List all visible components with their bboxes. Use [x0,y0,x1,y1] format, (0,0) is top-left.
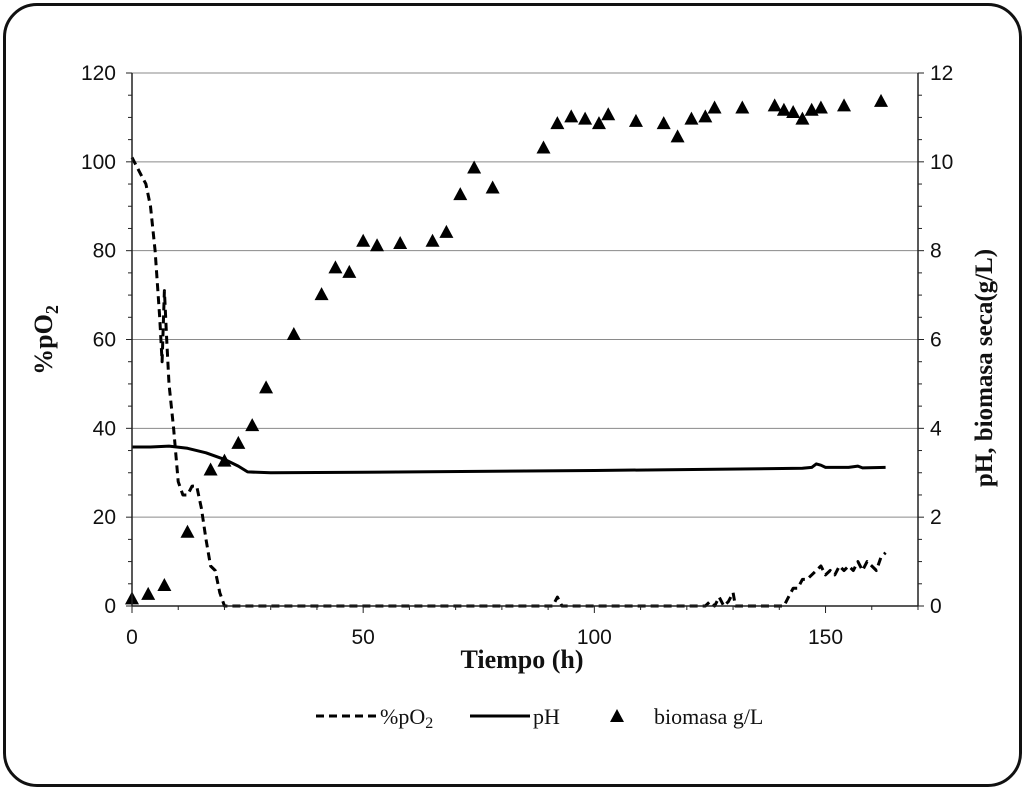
biomasa-point [670,129,685,143]
y-right-tick-label: 0 [930,595,942,618]
biomasa-point [356,233,371,247]
y-left-tick-label: 100 [81,151,116,174]
biomasa-point [328,260,343,274]
biomasa-point [245,418,260,432]
biomasa-point [467,160,482,174]
y-right-tick-label: 6 [930,329,942,352]
x-tick-label: 100 [577,626,612,649]
biomasa-point [698,109,713,123]
biomasa-point [735,100,750,114]
y-axis-left-title-main: %pO [29,314,58,375]
biomasa-point [813,100,828,114]
axes [126,72,924,613]
y-left-tick-label: 40 [93,417,116,440]
x-tick-label: 150 [808,626,843,649]
biomasa-point [453,187,468,201]
legend: %pO2 pH biomasa g/L [316,704,763,732]
x-axis-title: Tiempo (h) [460,645,583,674]
biomasa-point [439,224,454,238]
biomasa-point [259,380,274,394]
y-right-tick-label: 2 [930,506,942,529]
biomasa-point [564,109,579,123]
series-biomasa [125,93,889,605]
biomasa-point [578,111,593,125]
x-tick-label: 50 [351,626,374,649]
biomasa-point [684,111,699,125]
biomasa-point [601,107,616,121]
gridlines [132,72,918,518]
biomasa-point [767,98,782,112]
series-po2-line [130,156,887,608]
biomasa-point [874,93,889,107]
biomasa-point [656,116,671,130]
biomasa-point [141,586,156,600]
y-axis-left-title-sub: 2 [42,305,62,314]
y-left-tick-label: 60 [93,329,116,352]
biomasa-point [425,233,440,247]
series-layer [125,93,889,608]
biomasa-point [157,578,172,592]
legend-biomasa-label: biomasa g/L [654,704,763,729]
biomasa-point [837,98,852,112]
biomasa-point [231,435,246,449]
legend-biomasa-marker [610,709,624,722]
legend-ph-label: pH [533,704,560,729]
y-axis-left-title: %pO2 [29,305,62,375]
biomasa-point [203,462,218,476]
biomasa-point [393,236,408,250]
biomasa-point [485,180,500,194]
biomasa-point [180,524,195,538]
x-tick-label: 0 [126,626,138,649]
biomasa-point [707,100,722,114]
biomasa-point [370,238,385,252]
biomasa-point [286,327,301,341]
biomasa-point [536,140,551,154]
figure-frame [3,3,1022,787]
biomasa-point [550,116,565,130]
biomasa-point [314,287,329,301]
biomasa-point [628,113,643,127]
y-right-tick-label: 8 [930,240,942,263]
y-right-tick-label: 12 [930,62,953,85]
y-left-tick-label: 0 [104,595,116,618]
y-left-tick-label: 20 [93,506,116,529]
y-right-tick-label: 10 [930,151,953,174]
y-axis-right-title: pH, biomasa seca(g/L) [971,249,998,487]
y-left-tick-label: 120 [81,62,116,85]
legend-po2-label: %pO2 [380,704,433,732]
legend-po2-label-sub: 2 [425,715,433,732]
biomasa-point [795,111,810,125]
y-right-tick-label: 4 [930,417,942,440]
biomasa-point [776,102,791,116]
biomasa-point [591,116,606,130]
biomasa-point [217,453,232,467]
legend-po2-label-main: %pO [380,704,425,729]
biomasa-point [342,264,357,278]
series-ph-line [132,444,886,475]
biomasa-point [786,104,801,118]
y-left-tick-label: 80 [93,240,116,263]
